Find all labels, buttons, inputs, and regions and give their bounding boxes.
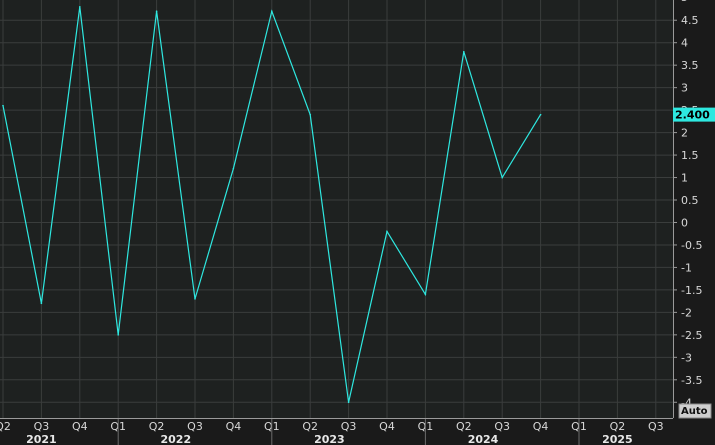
x-tick-label: Q3 (648, 420, 664, 433)
data-point (40, 302, 43, 305)
y-tick-label: 0 (681, 216, 688, 229)
data-point (271, 10, 273, 13)
y-tick-label: 2 (681, 127, 688, 140)
y-tick-label: -1.5 (681, 284, 702, 297)
x-tick-label: Q2 (456, 420, 472, 433)
data-point (463, 50, 465, 53)
x-tick-label: Q2 (149, 420, 165, 433)
last-value-text: 2.400 (675, 109, 710, 122)
y-axis: 4.543.532.521.510.50-0.5-1-1.5-2-2.5-3-3… (673, 0, 702, 418)
data-point (2, 104, 4, 107)
data-point (347, 401, 350, 404)
x-tick-label: Q4 (226, 420, 242, 433)
x-tick-label: Q4 (379, 420, 395, 433)
x-tick-label: Q4 (72, 420, 88, 433)
data-point (117, 334, 119, 336)
last-value-label: 2.400 (673, 107, 715, 122)
data-point (309, 113, 312, 116)
y-tick-label: -2 (681, 306, 692, 319)
x-tick-label: Q2 (610, 420, 626, 433)
y-tick-label: 1 (681, 172, 688, 185)
y-tick-label: -2.5 (681, 329, 702, 342)
data-point (232, 167, 235, 170)
year-label: 2021 (26, 433, 57, 445)
data-point (539, 113, 542, 116)
x-tick-label: Q3 (494, 420, 510, 433)
auto-scale-button[interactable]: Auto (678, 403, 712, 419)
data-point (501, 176, 504, 179)
data-point (386, 230, 388, 233)
year-label: 2025 (602, 433, 633, 445)
plot-background (0, 0, 673, 418)
y-tick-label: -0.5 (681, 239, 702, 252)
year-label: 2023 (314, 433, 345, 445)
data-point (424, 293, 427, 296)
x-axis: Q2Q3Q4Q1Q2Q3Q4Q1Q2Q3Q4Q1Q2Q3Q4Q1Q2Q32021… (0, 418, 673, 445)
year-label: 2024 (468, 433, 499, 445)
auto-scale-label[interactable]: Auto (681, 406, 708, 417)
y-tick-label: 5 (681, 0, 688, 4)
y-tick-label: 4 (681, 37, 688, 50)
y-tick-label: 0.5 (681, 194, 699, 207)
year-label: 2022 (160, 433, 191, 445)
right-axis-panel (673, 0, 715, 418)
x-tick-label: Q2 (302, 420, 318, 433)
x-tick-label: Q3 (34, 420, 50, 433)
series-line-layer (2, 5, 542, 404)
y-tick-label: 3 (681, 82, 688, 95)
x-tick-label: Q2 (0, 420, 11, 433)
bottom-axis-panel (0, 418, 715, 445)
y-tick-label: -3 (681, 351, 692, 364)
y-tick-label: 4.5 (681, 14, 699, 27)
x-tick-label: Q3 (187, 420, 203, 433)
y-tick-label: 3.5 (681, 59, 699, 72)
y-tick-label: -3.5 (681, 374, 702, 387)
data-point (79, 5, 81, 8)
data-point (155, 10, 158, 13)
y-tick-label: 1.5 (681, 149, 699, 162)
y-tick-label: -1 (681, 261, 692, 274)
x-tick-label: Q3 (341, 420, 357, 433)
x-tick-label: Q4 (533, 420, 549, 433)
y-tick-label: -4 (681, 396, 692, 409)
data-point (194, 298, 196, 300)
